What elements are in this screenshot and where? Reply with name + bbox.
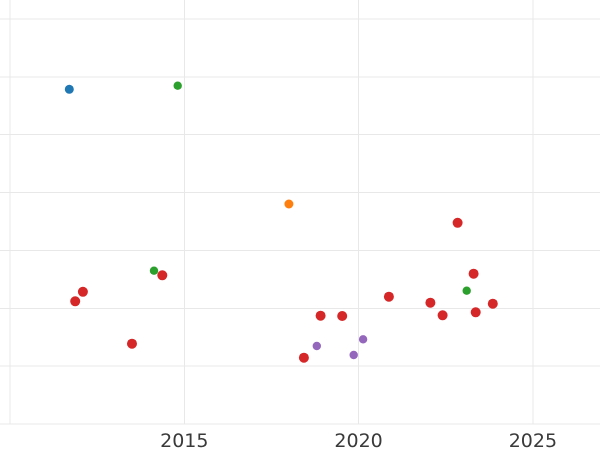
scatter-point-red bbox=[337, 311, 348, 321]
scatter-point-green bbox=[173, 81, 182, 90]
scatter-point-red bbox=[487, 298, 498, 309]
scatter-point-red bbox=[425, 297, 436, 308]
scatter-point-red bbox=[127, 338, 137, 349]
scatter-point-green bbox=[462, 286, 471, 295]
scatter-point-red bbox=[315, 310, 326, 321]
scatter-point-red bbox=[470, 307, 481, 318]
scatter-point-purple bbox=[312, 341, 321, 351]
scatter-point-red bbox=[298, 352, 309, 363]
scatter-point-red bbox=[70, 296, 81, 307]
scatter-point-red bbox=[383, 291, 394, 302]
scatter-point-red bbox=[437, 310, 448, 321]
scatter-point-purple bbox=[358, 335, 368, 344]
scatter-point-red bbox=[77, 286, 88, 297]
scatter-point-orange bbox=[284, 199, 294, 209]
scatter-point-red bbox=[452, 217, 463, 228]
scatter-point-purple bbox=[349, 350, 358, 360]
x-tick-label-2020: 2020 bbox=[334, 430, 382, 450]
scatter-point-red bbox=[468, 268, 479, 279]
scatter-point-blue bbox=[64, 84, 74, 94]
x-tick-label-2025: 2025 bbox=[509, 430, 557, 450]
x-tick-label-2015: 2015 bbox=[160, 430, 208, 450]
scatter-point-green bbox=[149, 266, 159, 275]
scatter-point-red bbox=[157, 270, 168, 281]
